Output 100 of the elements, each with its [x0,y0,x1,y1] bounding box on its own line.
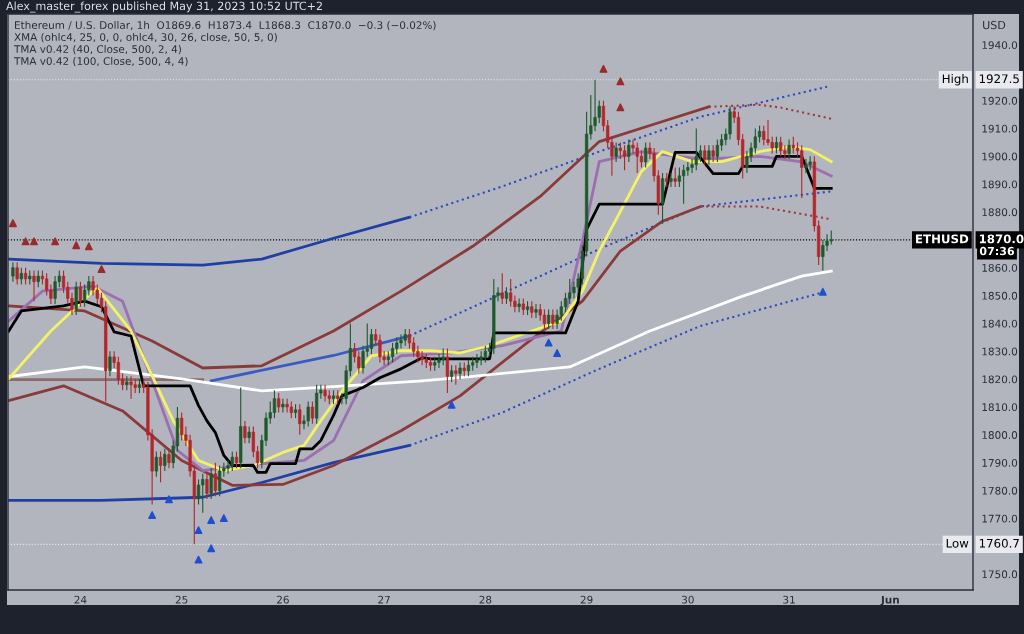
candlestick [230,451,234,472]
candlestick [163,448,167,472]
candlestick [800,144,804,199]
y-tick-label: 1810.0 [982,403,1018,412]
candlestick [707,144,711,166]
candlestick [323,384,327,402]
point [21,237,30,246]
candlestick [213,462,218,497]
point [818,287,827,296]
candlestick [445,347,450,394]
point [165,495,173,504]
candlestick [500,272,504,305]
candlestick [167,448,171,469]
x-tick-label: 29 [580,595,593,604]
candlestick [690,158,694,174]
candlestick [614,141,618,163]
candlestick [209,467,213,500]
candlestick [108,350,112,377]
ref-line-label: Low [946,538,969,548]
candlestick [622,144,627,171]
point [447,400,456,409]
candlestick [517,297,521,313]
candlestick [804,158,808,174]
y-tick-label: 1820.0 [982,375,1018,384]
candlestick [201,473,205,514]
candlestick [509,278,513,308]
y-tick-label: 1840.0 [982,319,1018,328]
point [97,265,106,274]
candlestick [703,144,707,166]
annotation: Ethereum / U.S. Dollar, 1h O1869.6 H1873.4 L1868.3 C1870.0 −0.3 (−0.02%) [15,20,436,31]
candlestick [563,292,568,313]
candlestick [416,345,420,363]
point [30,237,38,246]
candlestick [669,172,673,188]
candlestick [32,269,36,302]
point [51,237,60,246]
candlestick [361,345,365,375]
candlestick [593,79,597,132]
ref-line-label: ETHUSD [916,234,969,244]
candlestick [787,139,791,160]
point [72,241,81,250]
candlestick [158,451,163,483]
candlestick [673,166,677,188]
point [84,242,93,251]
candlestick [677,166,682,188]
point [207,516,216,525]
point [599,64,608,73]
y-tick-label: 1850.0 [982,291,1018,300]
candlestick [534,303,538,319]
candlestick [281,398,285,414]
line-series [8,105,711,370]
y-tick-label: 1750.0 [982,570,1018,579]
candlestick [15,261,19,286]
x-tick-label: 30 [682,595,694,604]
candlestick [196,478,201,506]
y-tick-label: 1890.0 [982,180,1018,189]
x-tick-label: 28 [479,595,492,604]
candlestick [357,350,361,375]
candlestick [542,308,547,330]
candlestick [644,141,648,169]
text: 1760.7 [979,538,1019,548]
candlestick [78,281,83,308]
y-tick-label: 1860.0 [982,263,1018,272]
candlestick [513,295,517,313]
candlestick [635,141,639,174]
line-series [8,444,411,502]
candlestick [129,375,133,400]
candlestick [243,420,247,444]
candlestick [399,334,403,350]
line-series [408,85,829,219]
x-tick-label: 25 [175,595,188,604]
point [194,526,203,535]
point [616,103,625,112]
y-tick-label: 1800.0 [982,431,1018,439]
candlestick [154,451,158,478]
candlestick [458,361,462,380]
text: USD [983,20,1006,30]
point [616,77,625,86]
y-tick-label: 1900.0 [982,152,1018,161]
candlestick [390,342,395,363]
point [544,338,553,347]
candlestick [420,350,424,366]
point [553,349,562,357]
candlestick [412,336,416,358]
x-tick-label: Jun [880,595,899,606]
candlestick [475,353,479,369]
candlestick [437,353,441,369]
candlestick [369,328,374,355]
line-series [8,205,702,487]
candlestick [555,308,559,330]
point [194,555,203,564]
text: Alex_master_forex published May 31, 2023 10:52 UTC+2 [6,1,322,13]
y-tick-label: 1770.0 [982,514,1018,523]
candlestick [779,136,783,157]
candlestick [572,281,576,299]
candlestick [454,364,458,386]
y-tick-label: 1790.0 [982,458,1018,467]
annotation: TMA v0.42 (100, Close, 500, 4, 4) [13,56,188,67]
candlestick [298,403,302,436]
x-tick-label: 26 [277,595,289,604]
